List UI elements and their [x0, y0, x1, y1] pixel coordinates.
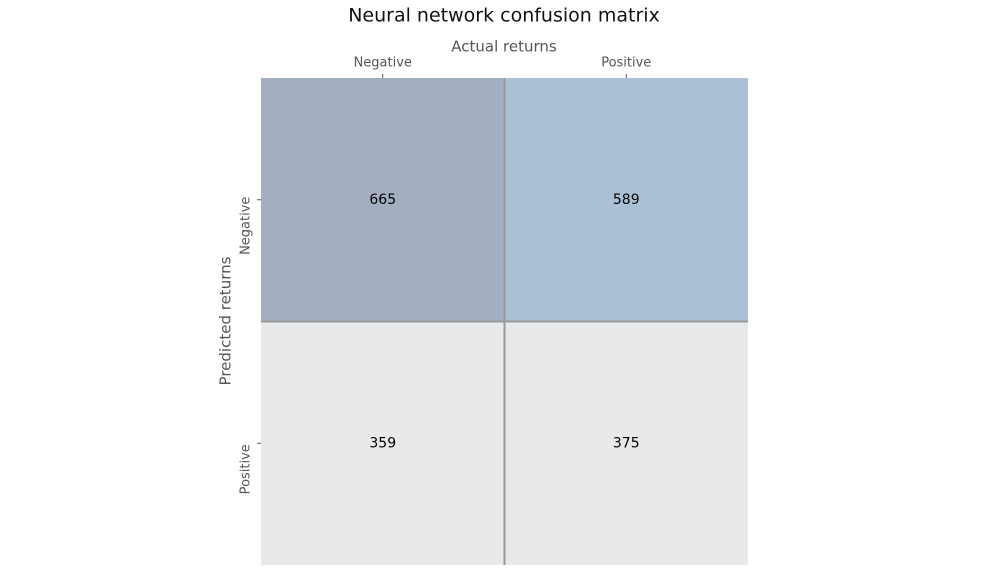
cell-value-label: 359 — [369, 435, 396, 451]
heatmap-cell — [261, 78, 505, 322]
x-tick-label: Negative — [354, 56, 412, 71]
heatmap-cell — [504, 321, 748, 565]
heatmap-cell — [504, 78, 748, 322]
y-tick-label: Negative — [239, 197, 254, 255]
heatmap-cell — [261, 321, 505, 565]
cell-value-label: 375 — [613, 435, 640, 451]
x-axis-label: Actual returns — [451, 38, 557, 56]
chart-title: Neural network confusion matrix — [348, 5, 660, 27]
y-tick-label: Positive — [239, 444, 254, 494]
cell-value-label: 665 — [369, 192, 396, 208]
y-axis-label: Predicted returns — [217, 256, 235, 385]
cell-value-label: 589 — [613, 192, 640, 208]
x-tick-label: Positive — [601, 56, 651, 71]
